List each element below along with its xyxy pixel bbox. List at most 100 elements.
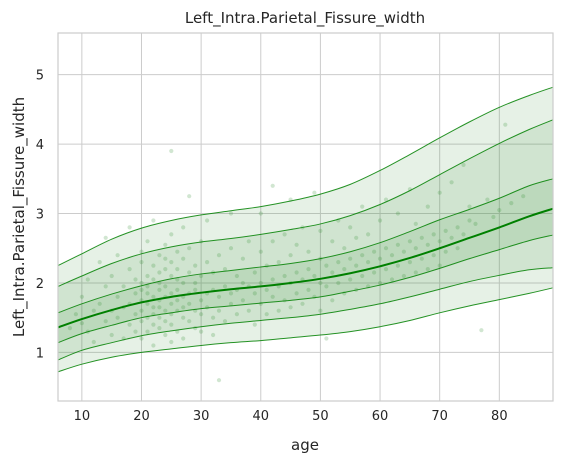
scatter-point	[265, 312, 269, 316]
scatter-point	[151, 277, 155, 281]
scatter-point	[110, 274, 114, 278]
scatter-point	[163, 309, 167, 313]
scatter-point	[169, 232, 173, 236]
scatter-point	[175, 288, 179, 292]
scatter-point	[318, 281, 322, 285]
scatter-point	[151, 343, 155, 347]
scatter-point	[163, 257, 167, 261]
scatter-point	[211, 316, 215, 320]
scatter-point	[116, 316, 120, 320]
scatter-point	[151, 323, 155, 327]
scatter-point	[145, 274, 149, 278]
scatter-point	[432, 253, 436, 257]
scatter-point	[253, 270, 257, 274]
scatter-point	[80, 295, 84, 299]
scatter-point	[414, 222, 418, 226]
scatter-point	[372, 250, 376, 254]
scatter-point	[384, 267, 388, 271]
scatter-point	[175, 298, 179, 302]
scatter-point	[450, 180, 454, 184]
scatter-point	[330, 239, 334, 243]
scatter-point	[342, 267, 346, 271]
scatter-point	[295, 243, 299, 247]
scatter-point	[151, 218, 155, 222]
scatter-point	[414, 246, 418, 250]
scatter-point	[247, 239, 251, 243]
scatter-point	[336, 281, 340, 285]
scatter-point	[372, 270, 376, 274]
scatter-point	[205, 218, 209, 222]
scatter-point	[473, 222, 477, 226]
x-tick-label: 70	[431, 409, 448, 424]
scatter-point	[324, 284, 328, 288]
scatter-point	[229, 211, 233, 215]
scatter-point	[438, 191, 442, 195]
scatter-point	[133, 312, 137, 316]
scatter-point	[110, 333, 114, 337]
y-tick-label: 1	[36, 346, 44, 361]
x-tick-label: 40	[252, 409, 269, 424]
scatter-point	[450, 236, 454, 240]
scatter-point	[271, 277, 275, 281]
scatter-point	[283, 232, 287, 236]
scatter-point	[318, 229, 322, 233]
scatter-point	[426, 205, 430, 209]
scatter-point	[193, 281, 197, 285]
scatter-point	[133, 291, 137, 295]
scatter-point	[163, 284, 167, 288]
x-tick-label: 30	[193, 409, 210, 424]
scatter-point	[461, 163, 465, 167]
scatter-point	[235, 312, 239, 316]
scatter-point	[86, 277, 90, 281]
scatter-point	[354, 236, 358, 240]
scatter-point	[235, 274, 239, 278]
scatter-point	[205, 260, 209, 264]
scatter-point	[211, 333, 215, 337]
scatter-point	[396, 211, 400, 215]
scatter-point	[402, 274, 406, 278]
scatter-point	[283, 274, 287, 278]
scatter-point	[408, 239, 412, 243]
scatter-point	[157, 316, 161, 320]
scatter-point	[181, 305, 185, 309]
scatter-point	[378, 218, 382, 222]
scatter-point	[402, 250, 406, 254]
scatter-point	[271, 184, 275, 188]
scatter-point	[128, 267, 132, 271]
scatter-point	[104, 319, 108, 323]
scatter-point	[289, 253, 293, 257]
scatter-point	[324, 264, 328, 268]
scatter-point	[92, 309, 96, 313]
scatter-point	[384, 246, 388, 250]
scatter-point	[169, 149, 173, 153]
scatter-point	[217, 295, 221, 299]
scatter-point	[187, 319, 191, 323]
y-tick-label: 2	[36, 277, 44, 292]
scatter-point	[104, 236, 108, 240]
scatter-point	[277, 260, 281, 264]
scatter-point	[139, 288, 143, 292]
scatter-point	[408, 260, 412, 264]
scatter-point	[157, 288, 161, 292]
scatter-point	[199, 312, 203, 316]
scatter-point	[163, 333, 167, 337]
scatter-point	[139, 260, 143, 264]
scatter-point	[223, 284, 227, 288]
scatter-point	[74, 312, 78, 316]
scatter-point	[259, 250, 263, 254]
scatter-point	[205, 305, 209, 309]
scatter-point	[181, 225, 185, 229]
scatter-point	[414, 270, 418, 274]
scatter-point	[187, 302, 191, 306]
scatter-point	[456, 225, 460, 229]
chart-title: Left_Intra.Parietal_Fissure_width	[185, 9, 425, 28]
scatter-point	[366, 260, 370, 264]
scatter-point	[157, 326, 161, 330]
scatter-point	[306, 250, 310, 254]
scatter-point	[169, 323, 173, 327]
scatter-point	[193, 288, 197, 292]
scatter-point	[139, 281, 143, 285]
scatter-point	[145, 291, 149, 295]
scatter-point	[229, 291, 233, 295]
